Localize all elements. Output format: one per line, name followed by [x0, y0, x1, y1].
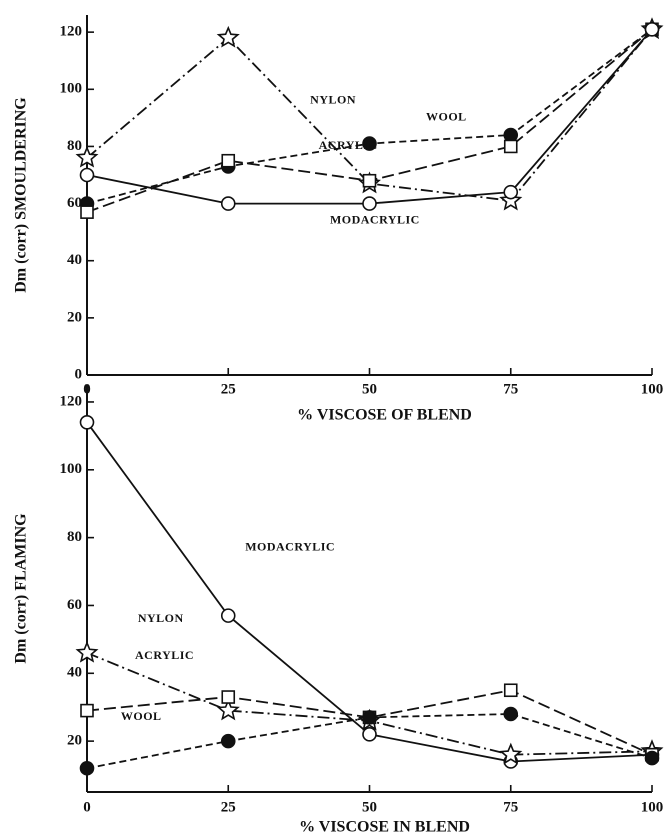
- y-axis-title: Dm (corr) SMOULDERING: [13, 97, 30, 293]
- x-tick-label: 75: [503, 381, 518, 397]
- y-tick-label: 20: [67, 733, 82, 749]
- series-label: WOOL: [426, 110, 467, 124]
- y-tick-label: 100: [60, 81, 83, 97]
- marker-filled-circle: [503, 127, 519, 143]
- marker-square: [80, 205, 94, 219]
- marker-filled-circle: [79, 760, 95, 776]
- x-tick-label: 50: [362, 799, 377, 815]
- marker-open-circle: [644, 21, 660, 37]
- x-tick-label: 25: [221, 799, 236, 815]
- series-label: NYLON: [310, 92, 356, 106]
- marker-open-circle: [503, 184, 519, 200]
- y-tick-label: 60: [67, 195, 82, 211]
- marker-square: [503, 139, 518, 154]
- y-tick-label: 100: [60, 461, 83, 477]
- marker-filled-circle: [644, 750, 660, 766]
- marker-star: [499, 742, 523, 765]
- marker-filled-circle: [220, 733, 236, 749]
- marker-open-circle: [79, 167, 95, 183]
- marker-open-circle: [362, 727, 377, 742]
- y-tick-label: 60: [67, 597, 82, 613]
- marker-open-circle: [220, 196, 236, 211]
- series-label: WOOL: [121, 709, 162, 723]
- marker-square: [503, 683, 518, 698]
- marker-open-circle: [362, 196, 377, 211]
- y-tick-label: 40: [67, 252, 82, 268]
- series-label: ACRYLIC: [135, 648, 194, 662]
- marker-star: [499, 188, 523, 211]
- x-tick-label: 75: [503, 799, 518, 815]
- y-tick-label: 120: [60, 24, 83, 40]
- x-tick-label: 100: [641, 381, 664, 397]
- y-tick-label: 80: [67, 138, 82, 154]
- x-tick-label: 100: [641, 799, 664, 815]
- marker-star: [75, 640, 99, 663]
- y-tick-label: 120: [60, 393, 83, 409]
- series-label: NYLON: [138, 611, 184, 625]
- marker-filled-circle: [362, 136, 377, 151]
- series-label: ACRYLIC: [319, 138, 378, 152]
- x-tick-label: 50: [362, 381, 377, 397]
- x-tick-label: 25: [221, 381, 236, 397]
- series-label: MODACRYLIC: [245, 540, 335, 554]
- marker-filled-circle: [362, 710, 377, 725]
- series-label: MODACRYLIC: [330, 212, 420, 226]
- marker-star: [75, 145, 99, 168]
- marker-star: [216, 25, 240, 48]
- marker-open-circle: [79, 415, 95, 430]
- x-axis-title: % VISCOSE OF BLEND: [297, 407, 472, 424]
- series-line: [86, 28, 653, 202]
- y-tick-label: 20: [67, 309, 82, 325]
- y-axis-title: Dm (corr) FLAMING: [13, 513, 30, 664]
- marker-square: [80, 703, 94, 718]
- marker-square: [362, 173, 377, 188]
- x-axis-title: % VISCOSE IN BLEND: [299, 819, 470, 836]
- y-tick-label: 80: [67, 529, 82, 545]
- series-line: [86, 689, 653, 756]
- marker-star: [216, 698, 240, 721]
- marker-square: [221, 153, 236, 168]
- marker-open-circle: [220, 608, 236, 623]
- y-tick-label: 0: [75, 366, 83, 382]
- marker-square: [221, 690, 236, 704]
- marker-filled-circle: [503, 706, 519, 722]
- y-tick-label: 40: [67, 665, 82, 681]
- x-tick-label: 0: [83, 799, 91, 815]
